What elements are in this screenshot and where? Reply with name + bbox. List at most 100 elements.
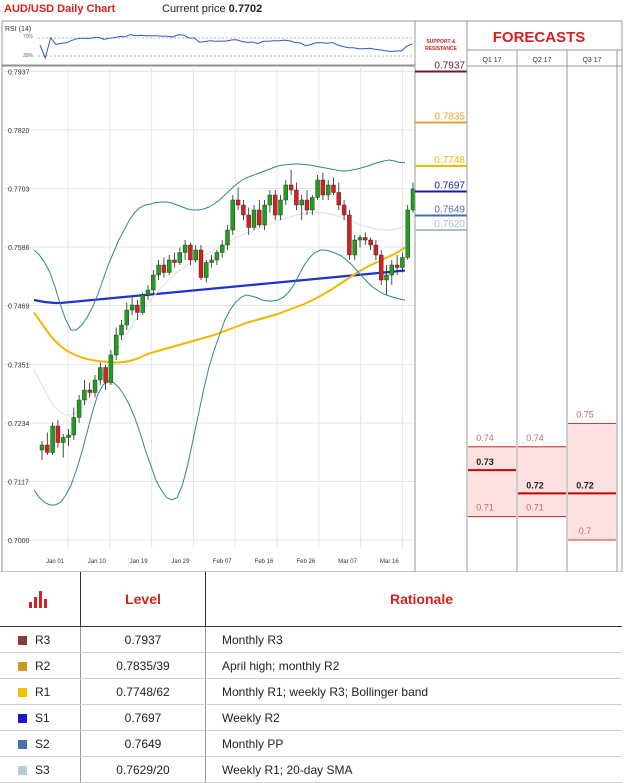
candle-body bbox=[50, 425, 55, 453]
y-tick-label: 0.7703 bbox=[8, 187, 30, 194]
candle-body bbox=[177, 252, 183, 263]
x-tick-label: Mar 07 bbox=[338, 559, 357, 565]
line-bollinger_lower bbox=[33, 249, 406, 506]
current-price-value: 0.7702 bbox=[228, 3, 263, 15]
level-row: S3 0.7629/20 Weekly R1; 20-day SMA bbox=[0, 756, 622, 783]
candles bbox=[39, 170, 416, 460]
forecast-value: 0.74 bbox=[526, 433, 544, 443]
level-name: S3 bbox=[35, 762, 50, 777]
candle-body bbox=[331, 184, 336, 193]
candle-body bbox=[288, 184, 294, 191]
candle-body bbox=[135, 304, 140, 313]
candle-body bbox=[251, 209, 257, 228]
level-name: R2 bbox=[35, 658, 51, 673]
candle-body bbox=[410, 188, 416, 211]
level-name-cell: R2 bbox=[0, 652, 81, 679]
level-row: S1 0.7697 Weekly R2 bbox=[0, 704, 622, 731]
level-label: 0.7937 bbox=[434, 61, 465, 72]
y-tick-label: 0.7469 bbox=[8, 304, 30, 311]
forecast-value: 0.72 bbox=[576, 480, 594, 490]
candle-body bbox=[294, 189, 299, 206]
level-swatch bbox=[18, 765, 27, 775]
levels-body: R3 0.7937 Monthly R3 R2 0.7835/39 April high;… bbox=[0, 626, 622, 783]
forecast-col-label: Q3 17 bbox=[582, 57, 601, 64]
x-tick-label: Feb 07 bbox=[213, 559, 232, 565]
forecast-value: 0.74 bbox=[476, 433, 494, 443]
line-sma50 bbox=[33, 246, 406, 364]
y-tick-label: 0.7351 bbox=[8, 363, 30, 370]
level-swatch bbox=[18, 661, 27, 671]
forecast-panel: FORECASTS Q1 17 0.74 0.73 0.71 Q2 17 0.74 0.72 0… bbox=[466, 20, 623, 572]
level-name: S2 bbox=[35, 736, 50, 751]
candle-body bbox=[326, 184, 331, 196]
price-chart: RSI (14) 70% 30% 0.7000 0.7117 0.7234 0.735… bbox=[1, 20, 623, 572]
candle-body bbox=[87, 389, 92, 393]
support-resistance-label-2: RESISTANCE bbox=[425, 46, 458, 52]
level-row: R3 0.7937 Monthly R3 bbox=[0, 626, 622, 653]
candle-body bbox=[108, 354, 114, 383]
candle-body bbox=[182, 244, 188, 253]
x-tick-label: Mar 16 bbox=[380, 559, 399, 565]
forecast-range bbox=[518, 446, 566, 517]
candle-body bbox=[347, 214, 352, 256]
level-label: 0.7748 bbox=[434, 155, 465, 166]
candle-body bbox=[76, 399, 82, 418]
candle-body bbox=[320, 179, 326, 196]
level-row: R2 0.7835/39 April high; monthly R2 bbox=[0, 652, 622, 679]
y-tick-label: 0.7937 bbox=[8, 70, 30, 77]
level-label: 0.7649 bbox=[434, 205, 465, 216]
candle-body bbox=[257, 209, 262, 226]
candle-body bbox=[98, 367, 103, 381]
chart-header: AUD/USD Daily Chart Current price 0.7702 bbox=[0, 0, 415, 20]
candle-body bbox=[145, 289, 151, 296]
candle-body bbox=[66, 434, 71, 438]
rsi-70-label: 70% bbox=[23, 34, 34, 40]
chart-title: AUD/USD Daily Chart bbox=[4, 3, 116, 15]
level-value: 0.7748/62 bbox=[80, 678, 206, 705]
candle-body bbox=[405, 209, 410, 258]
level-swatch bbox=[18, 739, 27, 749]
forecast-col-label: Q1 17 bbox=[482, 57, 501, 64]
y-tick-label: 0.7820 bbox=[8, 128, 30, 135]
level-name-cell: S3 bbox=[0, 756, 81, 783]
bar-chart-icon bbox=[0, 572, 81, 627]
candle-body bbox=[204, 262, 209, 278]
candle-body bbox=[39, 444, 45, 451]
level-swatch bbox=[18, 635, 27, 645]
forecast-value: 0.7 bbox=[579, 526, 592, 536]
candle-body bbox=[92, 379, 98, 393]
level-row: R1 0.7748/62 Monthly R1; weekly R3; Bollin… bbox=[0, 678, 622, 705]
level-rationale: April high; monthly R2 bbox=[205, 652, 622, 679]
level-value: 0.7697 bbox=[80, 704, 206, 731]
candle-body bbox=[299, 199, 304, 206]
candle-body bbox=[394, 264, 400, 268]
candle-body bbox=[368, 239, 373, 246]
forecast-col-label: Q2 17 bbox=[532, 57, 551, 64]
level-value: 0.7629/20 bbox=[80, 756, 206, 783]
candle-body bbox=[214, 252, 220, 261]
candle-body bbox=[262, 204, 267, 226]
candle-body bbox=[357, 237, 363, 241]
levels-column bbox=[414, 20, 468, 572]
y-tick-label: 0.7117 bbox=[8, 480, 29, 487]
candle-body bbox=[219, 244, 225, 253]
level-name: R1 bbox=[35, 684, 51, 699]
candle-body bbox=[310, 197, 315, 211]
candle-body bbox=[161, 264, 167, 273]
forecast-range bbox=[568, 423, 616, 540]
line-bollinger_upper bbox=[33, 159, 405, 331]
level-rationale: Monthly R3 bbox=[205, 626, 622, 653]
rsi-label: RSI (14) bbox=[5, 26, 31, 33]
levels-table: Level Rationale R3 0.7937 Monthly R3 R2 0.78… bbox=[0, 572, 622, 783]
current-price: Current price 0.7702 bbox=[162, 3, 263, 15]
candle-body bbox=[341, 204, 347, 216]
level-value: 0.7937 bbox=[80, 626, 206, 653]
level-rationale: Monthly PP bbox=[205, 730, 622, 757]
candle-body bbox=[389, 264, 394, 276]
candle-body bbox=[129, 304, 135, 311]
level-name-cell: S1 bbox=[0, 704, 81, 731]
candle-body bbox=[55, 425, 61, 443]
candle-body bbox=[61, 437, 66, 443]
y-tick-label: 0.7234 bbox=[8, 421, 30, 428]
level-label: 0.7697 bbox=[434, 181, 465, 192]
